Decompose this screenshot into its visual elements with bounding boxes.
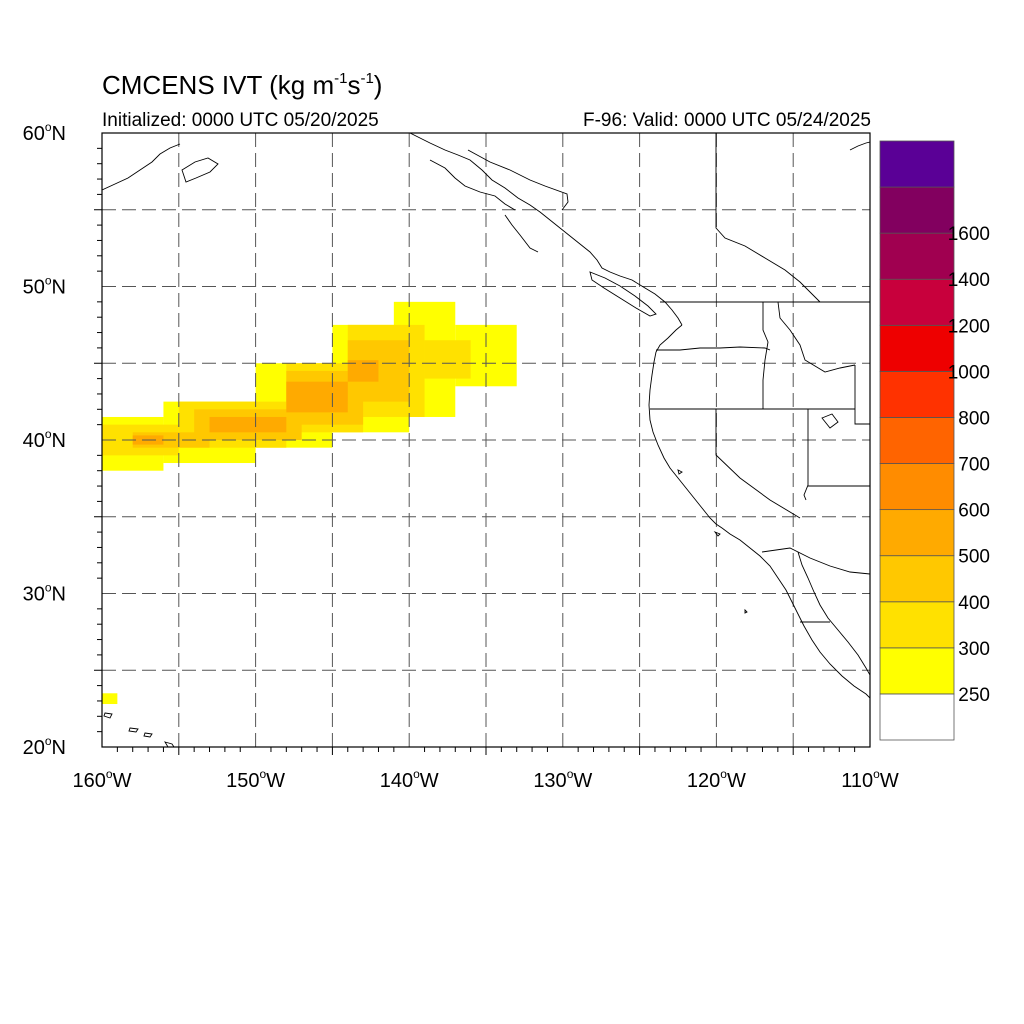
border-us-mexico [761,547,870,575]
lon-label: 120oW [687,767,746,792]
coastline-hawaii [103,712,175,747]
lon-label: 160oW [73,767,132,792]
lon-label: 110oW [841,767,899,792]
colorbar-box [879,647,955,695]
colorbar-box [879,140,955,188]
colorbar-label: 1600 [948,224,990,245]
lon-label: 150oW [226,767,285,792]
valid-time-label: F-96: Valid: 0000 UTC 05/24/2025 [583,110,871,131]
colorbar-box [879,509,955,557]
axis-labels: 60oN 50oN 40oN 30oN 20oN 160oW 150oW 140oW 130oW… [23,120,899,792]
border-washington-oregon [656,346,771,351]
colorbar-box [879,370,955,418]
coastline-alaska-islands [429,159,539,253]
ivt-cell [424,340,471,379]
coastline-us-west [648,324,870,699]
lat-label: 40oN [23,427,66,452]
colorbar-box [879,417,955,464]
ivt-cell [286,381,348,413]
coastline-alaska-west [102,143,181,191]
coastline-gulf-of-california [797,551,870,676]
border-nevada-east [803,409,809,501]
lat-label: 50oN [23,274,66,299]
lat-label: 30oN [23,581,66,606]
coastline-alaska-kodiak [181,157,219,183]
colorbar-box [879,463,955,511]
coastline-alaska-bc [409,133,683,326]
colorbar-box [879,601,955,649]
initialized-label: Initialized: 0000 UTC 05/20/2025 [102,110,379,131]
colorbar-label: 600 [958,501,990,522]
colorbar-label: 1400 [948,270,990,291]
colorbar-label: 1000 [948,362,990,383]
colorbar-label: 500 [958,547,990,568]
lat-label: 20oN [23,734,66,759]
colorbar-box [879,555,955,603]
colorbar-box [879,278,955,326]
ivt-field [102,301,517,705]
colorbar-box [879,693,955,741]
border-canada-alaska [467,149,569,211]
colorbar-box [879,232,955,280]
colorbar-label: 700 [958,455,990,476]
plot-title: CMCENS IVT (kg m-1s-1) [102,70,383,100]
great-salt-lake [821,413,839,429]
political-borders [467,133,870,623]
colorbar-label: 250 [958,685,990,706]
colorbar-label: 400 [958,593,990,614]
border-idaho-west [762,302,769,409]
colorbar-label: 300 [958,639,990,660]
border-canada-east [715,133,821,303]
lat-label: 60oN [23,120,66,145]
ivt-cell [209,416,287,433]
colorbar-box [879,186,955,234]
ivt-cell [347,360,379,382]
border-nevada-california [715,409,801,519]
lat-lon-grid [102,133,870,747]
ivt-cell [102,693,118,705]
colorbar-box [879,324,955,372]
lon-label: 130oW [533,767,592,792]
coastlines [102,133,870,747]
coastline-hudson-north [849,141,870,151]
border-wyoming [854,365,870,425]
colorbar-label: 1200 [948,316,990,337]
lon-label: 140oW [380,767,439,792]
border-montana-idaho [777,301,856,373]
coastline-vancouver-island [589,271,657,317]
coastline-small-islands [677,469,748,614]
axis-ticks [94,147,856,755]
colorbar-label: 800 [958,408,990,429]
colorbar: 250 300 400 500 600 700 800 1000 1200 1400 1600 [879,140,990,741]
